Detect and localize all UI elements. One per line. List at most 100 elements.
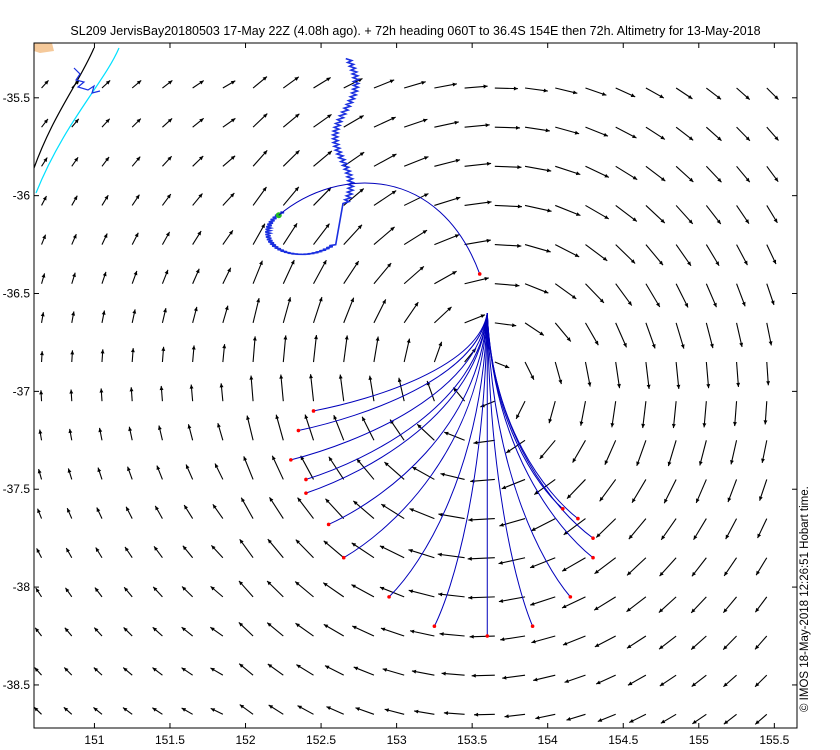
- velocity-vector: [404, 80, 426, 89]
- velocity-vector: [122, 667, 133, 676]
- velocity-vector: [675, 322, 685, 349]
- velocity-vector: [555, 87, 578, 95]
- velocity-vector: [101, 156, 110, 167]
- velocity-vector: [131, 309, 137, 323]
- velocity-vector: [282, 113, 300, 128]
- velocity-vector: [645, 165, 666, 182]
- velocity-vector: [627, 674, 647, 686]
- velocity-vector: [626, 557, 647, 576]
- coastal-inlet: [73, 67, 101, 94]
- velocity-vector: [705, 165, 722, 183]
- velocity-vector: [343, 115, 364, 128]
- velocity-vector: [93, 627, 103, 637]
- velocity-vector: [531, 518, 556, 532]
- velocity-vector: [722, 635, 737, 650]
- velocity-vector: [467, 556, 495, 561]
- velocity-vector: [122, 707, 133, 715]
- velocity-vector: [464, 123, 490, 128]
- velocity-vector: [515, 400, 526, 420]
- velocity-vector: [494, 243, 522, 248]
- velocity-vector: [101, 233, 108, 245]
- velocity-vector: [313, 259, 327, 284]
- velocity-vector: [304, 414, 315, 441]
- velocity-vector: [129, 387, 134, 402]
- coastline-features: [33, 43, 120, 194]
- velocity-vector: [434, 120, 459, 128]
- velocity-vector: [500, 635, 526, 642]
- velocity-vector: [243, 456, 254, 480]
- velocity-vector: [675, 205, 694, 225]
- velocity-vector: [162, 155, 173, 167]
- velocity-vector: [529, 557, 556, 569]
- velocity-vector: [397, 377, 405, 402]
- y-tick-label: -38.5: [3, 678, 31, 692]
- velocity-vector: [403, 156, 429, 167]
- velocity-vector: [162, 80, 173, 89]
- velocity-vector: [585, 165, 610, 178]
- forecast-path: [486, 313, 564, 510]
- velocity-vector: [757, 518, 768, 539]
- velocity-vector: [246, 415, 254, 441]
- velocity-vector: [325, 498, 345, 519]
- velocity-vector: [389, 419, 405, 441]
- velocity-vector: [379, 545, 405, 559]
- velocity-vector: [384, 461, 405, 480]
- velocity-vector: [65, 587, 73, 598]
- velocity-vector: [333, 414, 345, 441]
- velocity-vector: [645, 87, 665, 99]
- velocity-vector: [373, 190, 397, 206]
- y-tick-label: -38: [13, 580, 31, 594]
- velocity-vector: [524, 361, 535, 380]
- plot-frame: [33, 42, 798, 729]
- velocity-vector: [384, 708, 405, 715]
- velocity-vector: [645, 283, 661, 308]
- velocity-vector: [70, 350, 75, 363]
- velocity-vector: [71, 195, 78, 206]
- velocity-vector: [101, 80, 111, 89]
- velocity-vector: [373, 336, 380, 363]
- velocity-vector: [434, 270, 457, 285]
- velocity-vector: [181, 626, 193, 637]
- velocity-vector: [131, 118, 142, 128]
- velocity-vector: [123, 586, 133, 598]
- velocity-vector: [736, 87, 751, 100]
- velocity-vector: [584, 322, 599, 346]
- velocity-vector: [585, 87, 607, 96]
- velocity-vector: [69, 389, 74, 402]
- velocity-vector: [71, 311, 76, 323]
- velocity-vector: [675, 244, 692, 267]
- x-tick-label: 153.5: [457, 733, 487, 747]
- velocity-vector: [222, 344, 227, 363]
- forecast-trajectories: [289, 313, 595, 638]
- velocity-vector: [41, 118, 49, 128]
- velocity-vector: [266, 580, 284, 598]
- velocity-vector: [539, 439, 556, 460]
- velocity-vector: [275, 414, 284, 441]
- velocity-vector: [189, 384, 194, 402]
- velocity-vector: [579, 401, 587, 426]
- velocity-vector: [434, 196, 461, 206]
- velocity-vector: [351, 542, 375, 559]
- velocity-vector: [705, 322, 714, 349]
- velocity-vector: [464, 276, 489, 285]
- y-tick-label: -35.5: [3, 91, 31, 105]
- velocity-vector: [239, 704, 254, 715]
- x-tick-label: 152: [236, 733, 256, 747]
- velocity-vector: [766, 205, 778, 224]
- velocity-vector: [660, 518, 677, 541]
- velocity-vector: [524, 165, 552, 173]
- velocity-vector: [271, 455, 284, 480]
- velocity-vector: [754, 713, 768, 725]
- velocity-vector: [615, 244, 636, 264]
- velocity-vector: [152, 707, 163, 715]
- velocity-vector: [754, 674, 768, 688]
- velocity-vector: [131, 270, 138, 284]
- velocity-vector: [695, 479, 707, 504]
- forecast-path: [298, 313, 488, 432]
- velocity-vector: [152, 626, 163, 637]
- velocity-vector: [313, 223, 330, 245]
- velocity-vector: [324, 665, 344, 676]
- velocity-vector: [295, 539, 314, 559]
- velocity-vector: [464, 161, 492, 167]
- x-axis: 151 151.5 152 152.5 153 153.5 154 154.5 155 155.5: [84, 43, 790, 747]
